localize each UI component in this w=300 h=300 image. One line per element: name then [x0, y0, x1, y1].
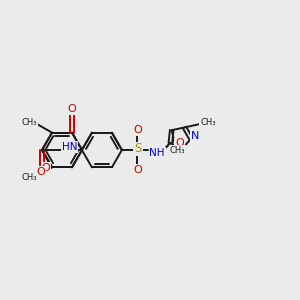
Text: O: O [175, 139, 184, 148]
Text: N: N [191, 131, 199, 141]
Text: CH₃: CH₃ [169, 146, 185, 155]
Text: O: O [42, 163, 50, 173]
Text: HN: HN [62, 142, 78, 152]
Text: NH: NH [149, 148, 165, 158]
Text: O: O [68, 104, 76, 114]
Text: O: O [134, 125, 142, 135]
Text: O: O [37, 167, 45, 177]
Text: CH₃: CH₃ [22, 173, 37, 182]
Text: S: S [134, 142, 142, 155]
Text: CH₃: CH₃ [22, 118, 37, 127]
Text: CH₃: CH₃ [200, 118, 216, 127]
Text: O: O [134, 165, 142, 175]
